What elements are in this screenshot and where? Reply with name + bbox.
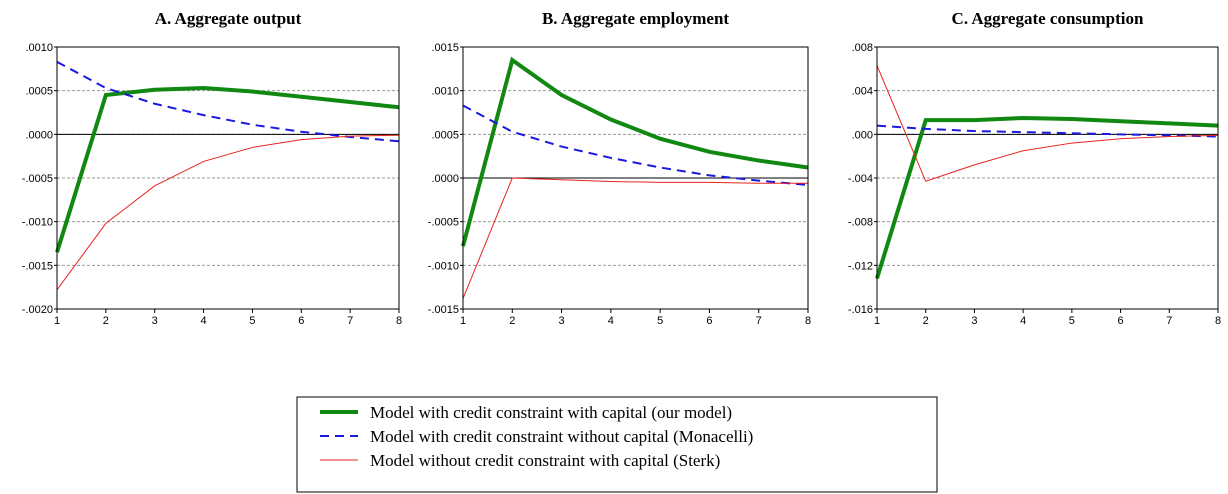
x-tick-label: 4: [608, 315, 614, 327]
series-line: [461, 56, 809, 247]
series-line: [462, 104, 809, 186]
x-tick-label: 2: [103, 315, 109, 327]
y-tick-label: .0000: [25, 129, 53, 141]
y-tick-label: -.0010: [22, 217, 53, 229]
y-tick-label: -.0005: [428, 217, 459, 229]
y-tick-label: -.0015: [22, 260, 53, 272]
y-tick-label: -.004: [848, 173, 873, 185]
y-tick-label: -.0010: [428, 260, 459, 272]
x-tick-label: 1: [54, 315, 60, 327]
x-tick-label: 1: [460, 315, 466, 327]
chart-title: A. Aggregate output: [155, 9, 302, 28]
x-tick-label: 6: [1118, 315, 1124, 327]
plot-frame: [56, 46, 400, 310]
y-tick-label: -.016: [848, 304, 873, 316]
x-tick-label: 4: [1020, 315, 1026, 327]
x-tick-label: 4: [201, 315, 207, 327]
x-tick-label: 7: [756, 315, 762, 327]
y-tick-label: -.0020: [22, 304, 53, 316]
series-line: [875, 115, 1219, 280]
chart-title: B. Aggregate employment: [542, 9, 729, 28]
series-line: [876, 124, 1219, 138]
chart-title: C. Aggregate consumption: [952, 9, 1144, 28]
legend-label: Model without credit constraint with cap…: [370, 451, 720, 470]
y-tick-label: .0005: [25, 86, 53, 98]
legend-box: [296, 396, 938, 493]
x-tick-label: 8: [805, 315, 811, 327]
series-line: [876, 65, 1219, 182]
y-tick-label: -.008: [848, 217, 873, 229]
y-tick-label: .004: [852, 86, 873, 98]
x-tick-label: 5: [657, 315, 663, 327]
y-tick-label: .000: [852, 129, 873, 141]
x-tick-label: 5: [249, 315, 255, 327]
x-tick-label: 5: [1069, 315, 1075, 327]
y-tick-label: .0000: [431, 173, 459, 185]
x-tick-label: 3: [559, 315, 565, 327]
y-tick-label: .0015: [431, 42, 459, 54]
x-tick-label: 3: [152, 315, 158, 327]
y-tick-label: .0010: [25, 42, 53, 54]
legend-label: Model with credit constraint without cap…: [370, 427, 753, 446]
series-line: [55, 86, 400, 253]
x-tick-label: 6: [298, 315, 304, 327]
x-tick-label: 1: [874, 315, 880, 327]
y-tick-label: .008: [852, 42, 873, 54]
x-tick-label: 7: [1166, 315, 1172, 327]
x-tick-label: 3: [971, 315, 977, 327]
x-tick-label: 7: [347, 315, 353, 327]
plot-frame: [876, 46, 1219, 310]
x-tick-label: 2: [509, 315, 515, 327]
y-tick-label: -.012: [848, 260, 873, 272]
x-tick-label: 6: [706, 315, 712, 327]
series-line: [56, 134, 400, 291]
y-tick-label: .0005: [431, 129, 459, 141]
legend-label: Model with credit constraint with capita…: [370, 403, 732, 422]
x-tick-label: 2: [923, 315, 929, 327]
y-tick-label: -.0015: [428, 304, 459, 316]
x-tick-label: 8: [1215, 315, 1221, 327]
y-tick-label: .0010: [431, 86, 459, 98]
y-tick-label: -.0005: [22, 173, 53, 185]
series-line: [462, 177, 808, 299]
series-line: [56, 60, 400, 143]
x-tick-label: 8: [396, 315, 402, 327]
plot-frame: [462, 46, 809, 310]
